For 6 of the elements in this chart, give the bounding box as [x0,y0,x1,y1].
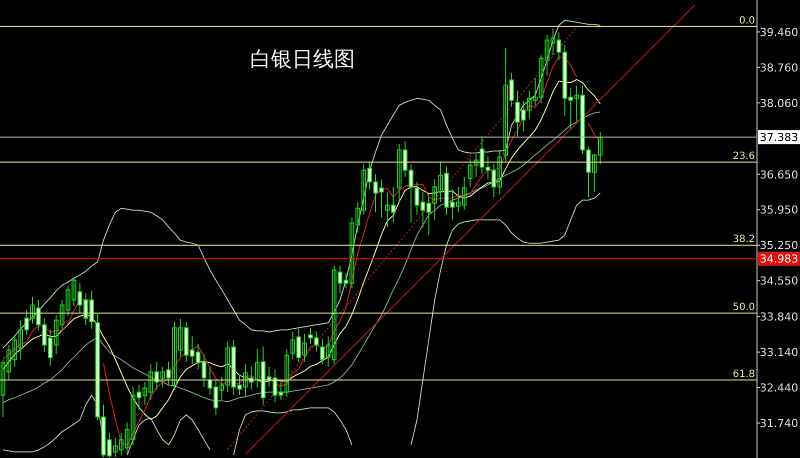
annotation: 38.2 [732,234,755,246]
annotation: 23.6 [732,151,755,162]
annotation: 61.8 [732,368,755,380]
annotation: 0.0 [739,15,755,26]
title: 白银日线图 [250,47,355,71]
annotation: 50.0 [732,302,755,314]
